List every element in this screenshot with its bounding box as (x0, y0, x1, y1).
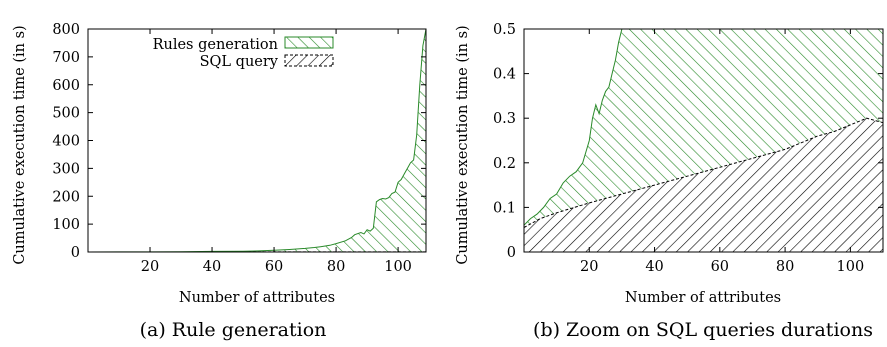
panel-a: 20 40 60 80 100 0 100 200 300 400 500 600 700 800 Num… (12, 22, 427, 341)
panel-b-ylabel: Cumulative execution time (in s) (455, 25, 471, 264)
panel-a-ytick-label: 500 (52, 106, 80, 122)
panel-b-ytick-label: 0.2 (493, 156, 516, 172)
panel-a-ytick-label: 600 (52, 78, 80, 94)
panel-b-area-sql-query (524, 118, 883, 252)
panel-a-ylabel: Cumulative execution time (in s) (12, 25, 28, 264)
panel-a-xlabel: Number of attributes (179, 290, 335, 306)
panel-a-ytick-label: 200 (52, 189, 80, 205)
panel-b: 20 40 60 80 100 0 0.1 0.2 0.3 0.4 0.5 Number of at… (455, 22, 884, 341)
legend: Rules generation SQL query (153, 36, 334, 70)
panel-a-ytick-label: 800 (52, 22, 80, 38)
panel-a-xtick-label: 40 (203, 259, 221, 275)
legend-swatch-sql-query (284, 54, 334, 67)
panel-a-ytick-label: 400 (52, 134, 80, 150)
panel-b-plot (523, 28, 884, 252)
panel-a-ytick-label: 700 (52, 50, 80, 66)
panel-b-xtick-label: 60 (711, 259, 729, 275)
panel-b-xtick-label: 40 (645, 259, 663, 275)
panel-b-line-rules-generation (523, 28, 883, 226)
panel-a-area-rules-generation (88, 29, 426, 252)
panel-a-line-rules-generation (87, 28, 427, 253)
panel-a-xtick-label: 80 (327, 259, 345, 275)
panel-a-xtick-label: 20 (141, 259, 159, 275)
legend-label-sql-query: SQL query (200, 54, 279, 70)
panel-b-ticks: 20 40 60 80 100 0 0.1 0.2 0.3 0.4 0.5 (493, 22, 883, 275)
legend-swatch-rules-generation (284, 36, 334, 49)
panel-b-ytick-label: 0.4 (493, 67, 516, 83)
panel-a-ytick-label: 300 (52, 161, 80, 177)
panel-a-ticks: 20 40 60 80 100 0 100 200 300 400 500 600 700 800 (52, 22, 426, 275)
panel-a-xtick-label: 60 (265, 259, 283, 275)
panel-b-ytick-label: 0 (507, 245, 516, 261)
panel-b-ytick-label: 0.5 (493, 22, 516, 38)
panel-b-xtick-label: 80 (776, 259, 794, 275)
panel-b-xtick-label: 100 (837, 259, 865, 275)
panel-b-xlabel: Number of attributes (625, 290, 781, 306)
panel-b-caption: (b) Zoom on SQL queries durations (533, 319, 873, 341)
panel-b-line-sql-query (523, 117, 884, 228)
panel-b-ytick-label: 0.3 (493, 111, 516, 127)
panel-b-frame (523, 28, 884, 253)
panel-b-ytick-label: 0.1 (493, 200, 516, 216)
panel-a-ytick-label: 0 (71, 245, 80, 261)
panel-a-ytick-label: 100 (52, 217, 80, 233)
panel-a-xtick-label: 100 (384, 259, 412, 275)
legend-label-rules-generation: Rules generation (153, 37, 278, 53)
panel-b-xtick-label: 20 (580, 259, 598, 275)
panel-a-caption: (a) Rule generation (140, 319, 327, 341)
